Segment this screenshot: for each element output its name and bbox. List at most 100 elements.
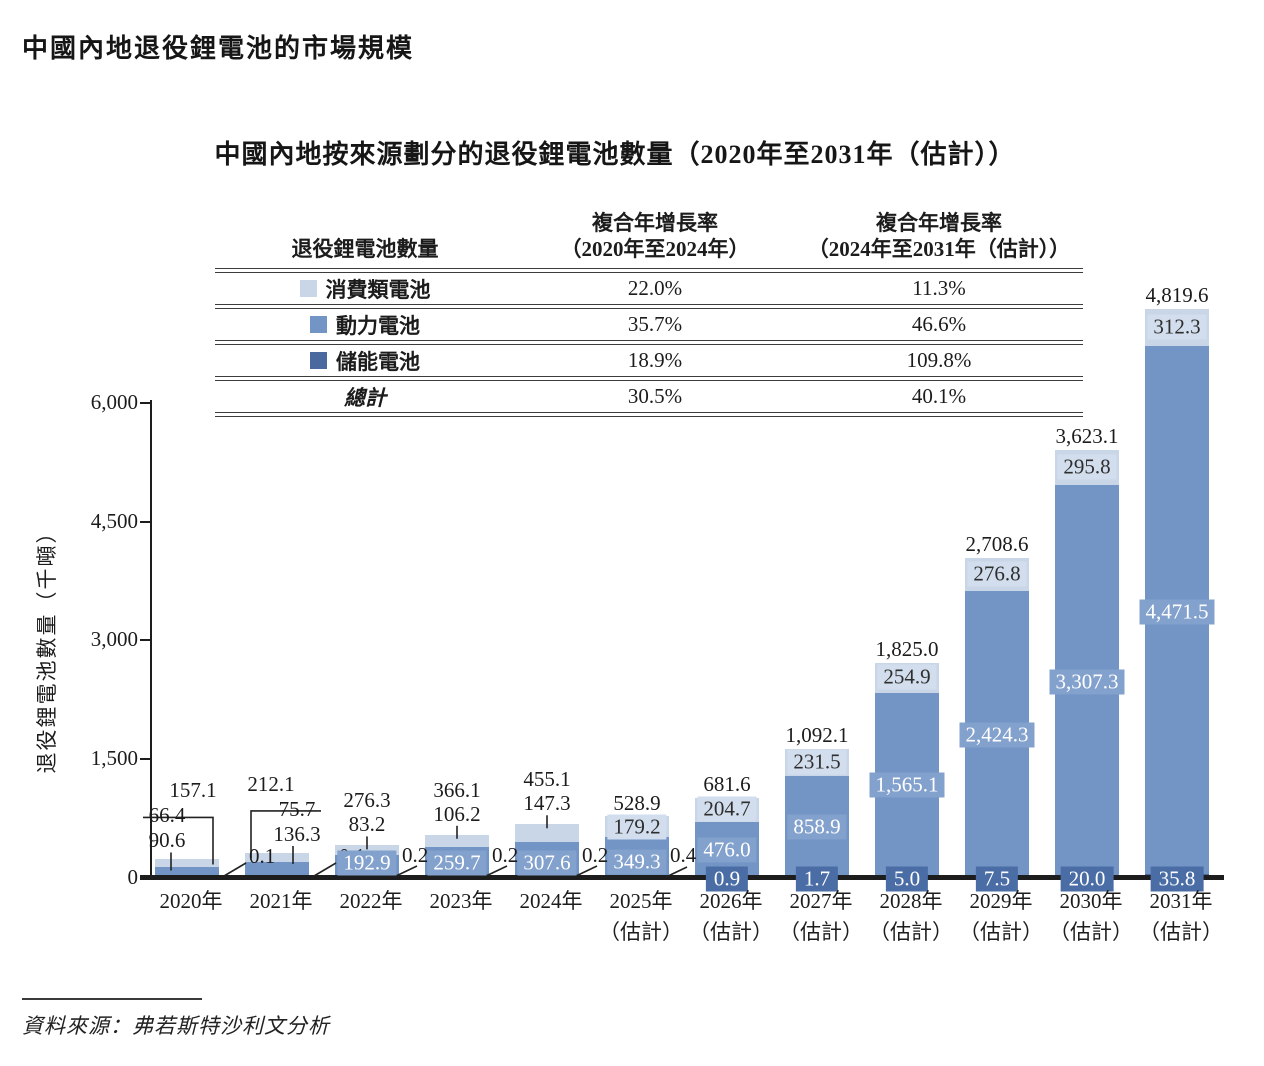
legend-header-cagr1-line2: （2020年至2024年） xyxy=(560,237,750,261)
y-tick-mark-6,000 xyxy=(140,401,151,404)
x-axis-label-2029年: 2029年 xyxy=(969,889,1033,913)
label-power-2028年: 1,565.1 xyxy=(869,772,945,798)
label-storage-2026年: 0.9 xyxy=(705,866,749,892)
bar-2020年-power-segment xyxy=(155,867,219,878)
y-tick-mark-1,500 xyxy=(140,758,151,761)
label-storage-2025年: 0.4 xyxy=(670,843,697,867)
label-power-2021年: 136.3 xyxy=(273,821,321,846)
table-rule xyxy=(215,412,1083,417)
legend-row-consumer-label: 消費類電池 xyxy=(325,277,431,302)
label-consumer-2021年: 75.7 xyxy=(278,796,316,821)
legend-row-total-label: 總計 xyxy=(344,385,386,410)
source-note: 資料來源：弗若斯特沙利文分析 xyxy=(22,1014,330,1038)
bar-2020年-consumer-segment xyxy=(155,859,219,868)
legend-row-consumer-label-cell: 消費類電池 xyxy=(215,274,515,304)
leader-storage-2024年 xyxy=(575,865,598,877)
y-axis-line xyxy=(150,400,152,878)
leader-consumer-2020年 xyxy=(143,816,214,865)
x-axis-label-2024年: 2024年 xyxy=(519,889,583,913)
label-consumer-2029年: 276.8 xyxy=(967,561,1027,587)
label-total-2025年: 528.9 xyxy=(613,790,661,815)
x-axis-label-estimated-2027年: （估計） xyxy=(779,920,863,944)
y-tick-label-6,000: 6,000 xyxy=(90,389,138,414)
label-power-2024年: 307.6 xyxy=(517,850,577,876)
label-total-2026年: 681.6 xyxy=(703,771,751,796)
leader-storage-2023年 xyxy=(485,865,508,877)
label-power-2020年: 90.6 xyxy=(148,828,186,853)
legend-row-power-label: 動力電池 xyxy=(336,313,420,338)
legend-row-power: 動力電池 35.7% 46.6% xyxy=(215,309,1083,340)
leader-storage-2021年 xyxy=(313,862,337,877)
label-total-2030年: 3,623.1 xyxy=(1055,424,1119,449)
y-tick-mark-3,000 xyxy=(140,639,151,642)
label-storage-2028年: 5.0 xyxy=(885,866,929,892)
x-axis-label-2031年: 2031年 xyxy=(1149,889,1213,913)
label-total-2022年: 276.3 xyxy=(343,788,391,813)
label-consumer-2031年: 312.3 xyxy=(1147,314,1207,340)
y-tick-label-1,500: 1,500 xyxy=(90,746,138,771)
y-tick-label-0: 0 xyxy=(127,865,139,889)
x-axis-label-2022年: 2022年 xyxy=(339,889,403,913)
legend-header-cagr2-line1: 複合年增長率 xyxy=(876,211,1002,235)
label-consumer-2023年: 106.2 xyxy=(433,801,481,826)
label-consumer-2028年: 254.9 xyxy=(877,664,937,690)
label-consumer-2024年: 147.3 xyxy=(523,791,571,816)
bar-2023年-consumer-segment xyxy=(425,834,489,848)
bar-2021年-power-segment xyxy=(245,861,309,878)
label-storage-2020年: 0.1 xyxy=(249,844,276,868)
x-axis-label-estimated-2029年: （估計） xyxy=(959,920,1043,944)
y-tick-mark-4,500 xyxy=(140,520,151,523)
legend-header-quantity: 退役鋰電池數量 xyxy=(291,237,439,261)
table-rule xyxy=(215,340,1083,345)
label-consumer-2025年: 179.2 xyxy=(607,814,667,840)
label-storage-2022年: 0.2 xyxy=(402,843,429,867)
label-total-2023年: 366.1 xyxy=(433,777,481,802)
legend-row-total: 總計 30.5% 40.1% xyxy=(215,381,1083,412)
label-storage-2023年: 0.2 xyxy=(492,843,519,867)
table-rule xyxy=(215,268,1083,273)
bar-2021年-consumer-segment xyxy=(245,852,309,862)
power-battery-swatch-icon xyxy=(310,316,327,333)
power-cagr-2024-2031: 46.6% xyxy=(911,312,967,336)
label-total-2027年: 1,092.1 xyxy=(785,723,849,748)
consumer-cagr-2024-2031: 11.3% xyxy=(912,276,966,300)
leader-storage-2025年 xyxy=(665,866,688,878)
legend-header-cagr-2020-2024: 複合年增長率 （2020年至2024年） xyxy=(515,210,795,262)
label-total-2029年: 2,708.6 xyxy=(965,532,1029,557)
label-storage-2029年: 7.5 xyxy=(975,866,1019,892)
total-cagr-2024-2031: 40.1% xyxy=(911,384,967,408)
x-axis-label-estimated-2031年: （估計） xyxy=(1139,920,1223,944)
x-axis-label-2027年: 2027年 xyxy=(789,889,853,913)
x-axis-label-2026年: 2026年 xyxy=(699,889,763,913)
label-power-2022年: 192.9 xyxy=(337,850,397,876)
label-consumer-2030年: 295.8 xyxy=(1057,454,1117,480)
consumer-battery-swatch-icon xyxy=(299,280,317,297)
y-tick-label-4,500: 4,500 xyxy=(90,508,138,533)
x-axis-label-2021年: 2021年 xyxy=(249,889,313,913)
label-power-2031年: 4,471.5 xyxy=(1139,599,1215,625)
label-storage-2030年: 20.0 xyxy=(1060,866,1114,892)
x-axis-label-2028年: 2028年 xyxy=(879,889,943,913)
page-title: 中國內地退役鋰電池的市場規模 xyxy=(22,34,415,63)
x-axis-label-2023年: 2023年 xyxy=(429,889,493,913)
leader-storage-2022年 xyxy=(395,865,418,877)
label-total-2028年: 1,825.0 xyxy=(875,636,939,661)
source-divider xyxy=(22,998,202,1000)
total-cagr-2020-2024: 30.5% xyxy=(627,384,683,408)
table-rule xyxy=(215,304,1083,309)
legend-row-storage-label-cell: 儲能電池 xyxy=(215,346,515,376)
consumer-cagr-2020-2024: 22.0% xyxy=(627,276,683,300)
bar-2022年-consumer-segment xyxy=(335,845,399,856)
storage-battery-swatch-icon xyxy=(310,352,327,369)
x-axis-label-2030年: 2030年 xyxy=(1059,889,1123,913)
legend-table-header: 退役鋰電池數量 複合年增長率 （2020年至2024年） 複合年增長率 （202… xyxy=(215,204,1083,268)
legend-header-cagr2-line2: （2024年至2031年（估計）） xyxy=(807,237,1071,261)
label-total-2024年: 455.1 xyxy=(523,767,571,792)
label-total-2020年: 157.1 xyxy=(169,778,217,803)
legend-table: 退役鋰電池數量 複合年增長率 （2020年至2024年） 複合年增長率 （202… xyxy=(215,204,1083,417)
legend-row-storage-label: 儲能電池 xyxy=(336,349,420,374)
legend-row-storage: 儲能電池 18.9% 109.8% xyxy=(215,345,1083,376)
x-axis-label-estimated-2026年: （估計） xyxy=(689,920,773,944)
y-tick-label-3,000: 3,000 xyxy=(90,627,138,652)
